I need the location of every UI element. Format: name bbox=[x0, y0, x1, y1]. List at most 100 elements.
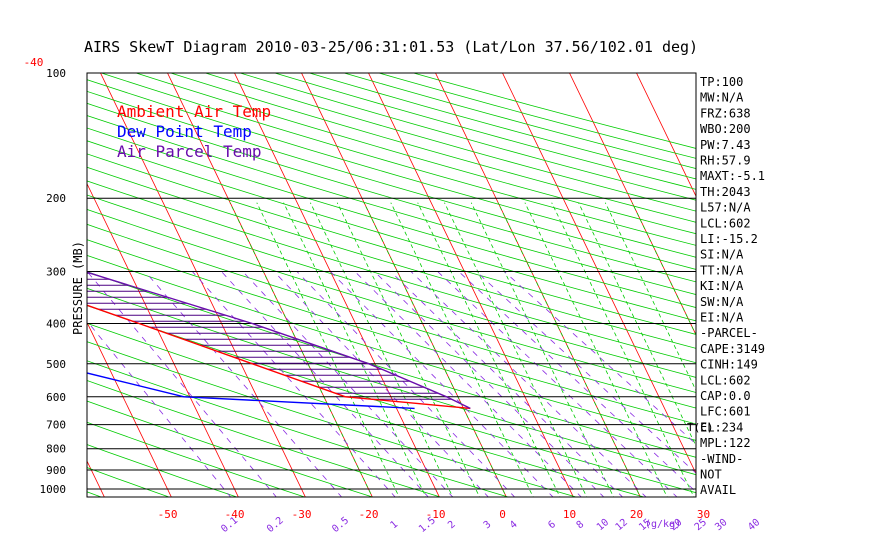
mixing-ratio-line bbox=[144, 271, 343, 497]
dry-adiabat-line bbox=[87, 305, 696, 494]
mixing-ratio-label: 0.5 bbox=[330, 515, 351, 535]
mixing-ratio-label: 1 bbox=[388, 519, 400, 531]
dry-adiabat-line bbox=[87, 380, 442, 497]
dry-adiabat-line bbox=[0, 0, 79, 514]
moist-adiabat-line bbox=[256, 202, 400, 497]
mixing-ratio-line bbox=[296, 271, 516, 497]
isotherm-line bbox=[368, 73, 574, 497]
mixing-ratio-line bbox=[221, 271, 429, 497]
bottom-temp-tick-label: -10 bbox=[426, 508, 446, 521]
air-parcel-temp-line bbox=[87, 271, 471, 410]
bottom-temp-tick-label: 10 bbox=[563, 508, 576, 521]
index-readout: L57:N/A bbox=[700, 201, 751, 215]
index-readout: -WIND- bbox=[700, 452, 743, 466]
dry-adiabat-line bbox=[87, 223, 696, 409]
bottom-temp-tick-label: -20 bbox=[359, 508, 379, 521]
dry-adiabat-line bbox=[87, 140, 696, 322]
index-readout: WBO:200 bbox=[700, 122, 751, 136]
index-readout: EI:N/A bbox=[700, 311, 744, 325]
mixing-ratio-line bbox=[273, 271, 489, 497]
dry-adiabat-line bbox=[87, 400, 374, 497]
index-readout: TH:2043 bbox=[700, 185, 751, 199]
pressure-tick-label: 600 bbox=[46, 391, 66, 404]
index-readout: TP:100 bbox=[700, 75, 743, 89]
dry-adiabat-line bbox=[87, 271, 696, 458]
pressure-tick-label: 100 bbox=[46, 67, 66, 80]
legend-entry: Air Parcel Temp bbox=[117, 142, 262, 161]
mixing-ratio-label: 30 bbox=[713, 517, 729, 533]
moist-adiabat-line bbox=[283, 202, 427, 497]
mixing-ratio-line bbox=[242, 271, 454, 497]
index-readout: AVAIL bbox=[700, 483, 736, 497]
index-readout: KI:N/A bbox=[700, 279, 744, 293]
moist-adiabat-line bbox=[497, 202, 641, 497]
pressure-tick-label: 200 bbox=[46, 192, 66, 205]
moist-adiabat-line bbox=[631, 202, 696, 336]
mixing-ratio-line bbox=[504, 271, 696, 445]
chart-title: AIRS SkewT Diagram 2010-03-25/06:31:01.5… bbox=[84, 38, 698, 56]
moist-adiabat-line bbox=[578, 202, 696, 447]
index-readout: MAXT:-5.1 bbox=[700, 169, 765, 183]
mixing-ratio-label: 2 bbox=[446, 519, 458, 531]
bottom-temp-tick-label: 30 bbox=[697, 508, 710, 521]
mixing-ratio-line bbox=[191, 271, 396, 497]
dry-adiabat-line bbox=[87, 166, 696, 349]
moist-adiabat-line bbox=[336, 202, 481, 497]
mixing-ratio-line bbox=[87, 271, 277, 497]
dry-adiabat-line bbox=[87, 360, 510, 497]
dry-adiabat-line bbox=[87, 209, 696, 393]
moist-adiabat-line bbox=[524, 202, 668, 497]
isotherm-line bbox=[502, 73, 696, 475]
mixing-ratio-label: 0.2 bbox=[265, 515, 286, 535]
index-readout: LCL:602 bbox=[700, 373, 751, 387]
mixing-ratio-line bbox=[475, 271, 696, 474]
index-readout: LI:-15.2 bbox=[700, 232, 758, 246]
moist-adiabat-line bbox=[444, 202, 588, 497]
index-readout: EL:234 bbox=[700, 420, 743, 434]
dry-adiabat-line bbox=[87, 444, 239, 497]
pressure-tick-label: 500 bbox=[46, 358, 66, 371]
isotherm-line bbox=[0, 0, 46, 514]
legend-entry: Dew Point Temp bbox=[117, 122, 252, 141]
moist-adiabat-line bbox=[417, 202, 561, 497]
dew-point-temp-line bbox=[87, 372, 415, 410]
dry-adiabat-line bbox=[87, 239, 696, 425]
index-readout: LCL:602 bbox=[700, 216, 751, 230]
y-axis-label: PRESSURE (MB) bbox=[71, 241, 85, 335]
dry-adiabat-line bbox=[87, 341, 578, 497]
bottom-temp-tick-label: 0 bbox=[499, 508, 506, 521]
mixing-ratio-label: 8 bbox=[575, 519, 587, 531]
mixing-ratio-label: 40 bbox=[746, 517, 762, 533]
dry-adiabat-line bbox=[87, 90, 696, 270]
dry-adiabat-line bbox=[87, 287, 696, 476]
mixing-ratio-line bbox=[87, 320, 232, 497]
pressure-tick-label: 800 bbox=[46, 443, 66, 456]
dry-adiabat-line bbox=[87, 421, 306, 497]
isotherm-line bbox=[87, 182, 239, 497]
isotherm-line bbox=[87, 321, 172, 497]
isotherm-line bbox=[659, 0, 870, 514]
mixing-ratio-line bbox=[458, 271, 696, 493]
mixing-ratio-line bbox=[354, 271, 582, 497]
dry-adiabat-line bbox=[87, 102, 696, 283]
moist-adiabat-line bbox=[310, 202, 454, 497]
mixing-ratio-label: 4 bbox=[508, 519, 520, 531]
pressure-tick-label: 900 bbox=[46, 464, 66, 477]
index-readout: NOT bbox=[700, 468, 722, 482]
moist-adiabat-line bbox=[229, 202, 373, 497]
bottom-temp-tick-label: -50 bbox=[158, 508, 178, 521]
dry-adiabat-line bbox=[87, 153, 696, 335]
ambient-air-temp-line bbox=[87, 304, 471, 410]
dry-adiabat-line bbox=[87, 180, 696, 364]
index-readout: TT:N/A bbox=[700, 263, 744, 277]
dry-adiabat-line bbox=[87, 194, 696, 378]
mixing-ratio-label: 6 bbox=[546, 519, 558, 531]
dry-adiabat-line bbox=[377, 73, 696, 159]
moist-adiabat-line bbox=[390, 202, 534, 497]
index-readout: RH:57.9 bbox=[700, 154, 751, 168]
bottom-temp-tick-label: 20 bbox=[630, 508, 643, 521]
index-readout: -PARCEL- bbox=[700, 326, 758, 340]
dry-adiabat-line bbox=[87, 115, 696, 295]
legend-entry: Ambient Air Temp bbox=[117, 102, 271, 121]
